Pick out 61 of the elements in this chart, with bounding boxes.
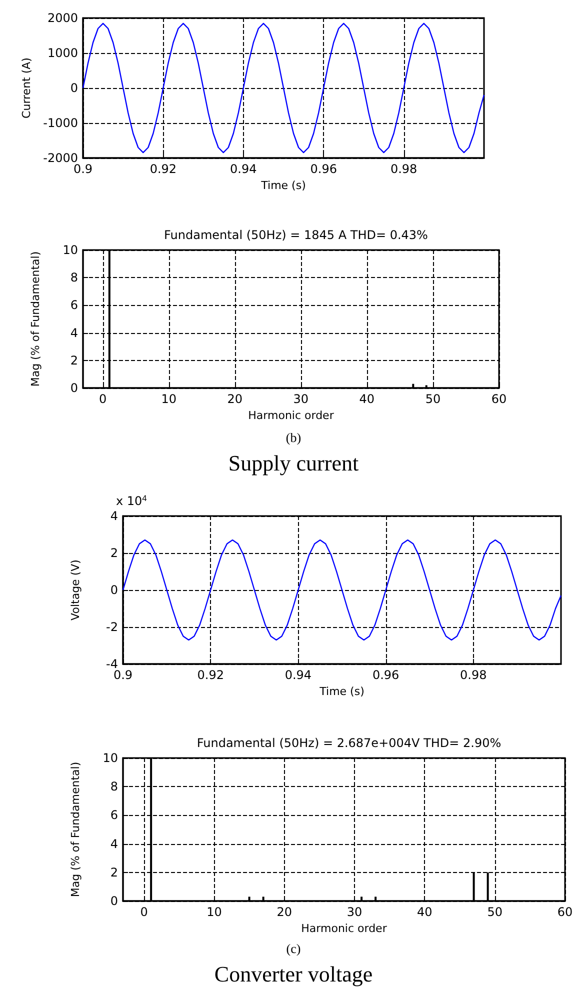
text: (b) (286, 430, 302, 445)
y-tick-label: 2 (110, 865, 118, 880)
y-tick-label: 4 (110, 509, 118, 523)
y-tick-label: 6 (70, 298, 78, 312)
y-tick-label: 2000 (47, 11, 78, 25)
y-tick-label: 4 (110, 836, 118, 851)
x-tick-label: 0.92 (197, 668, 224, 682)
y-tick-label: 10 (62, 243, 78, 257)
y-tick-label: 1000 (47, 46, 78, 60)
y-tick-label: 8 (70, 270, 78, 285)
x-tick-label: 0.9 (73, 162, 93, 176)
line-series (122, 539, 562, 641)
x-tick-label: 0.94 (284, 668, 312, 682)
x-tick-label: 60 (557, 905, 573, 919)
x-tick-label: 0.98 (460, 668, 487, 682)
x-tick-label: 0.92 (150, 162, 177, 176)
x-tick-label: 30 (293, 392, 309, 406)
x-tick-label: 0.94 (230, 162, 257, 176)
x-tick-label: 0.9 (113, 668, 133, 682)
x-tick-label: 30 (346, 905, 362, 919)
x-tick-label: 0.96 (372, 668, 400, 682)
x-tick-label: 50 (487, 905, 502, 919)
y-tick-label: 0 (110, 583, 118, 597)
x-tick-label: 10 (206, 905, 222, 919)
x-tick-label: 40 (359, 392, 375, 406)
chart-title: Fundamental (50Hz) = 2.687e+004V THD= 2.90% (196, 736, 502, 750)
y-tick-label: -2 (106, 620, 118, 634)
y-axis-title: Current (A) (20, 58, 34, 118)
y-axis-title: Voltage (V) (69, 560, 82, 620)
y-tick-label: 0 (70, 81, 78, 95)
x-tick-label: 20 (227, 392, 243, 406)
x-tick-label: 0.98 (390, 162, 418, 176)
x-tick-label: 0.96 (310, 162, 337, 176)
text: Converter voltage (214, 962, 373, 986)
y-tick-label: 0 (70, 381, 78, 395)
y-tick-label: -1000 (43, 116, 78, 130)
text: Supply current (228, 450, 359, 476)
chart-title: Fundamental (50Hz) = 1845 A THD= 0.43% (164, 228, 428, 242)
y-tick-label: 4 (70, 326, 78, 340)
x-tick-label: 10 (161, 392, 176, 406)
x-tick-label: 40 (417, 905, 432, 919)
y-tick-label: 6 (110, 808, 118, 822)
x-axis-title: Harmonic order (248, 409, 334, 422)
y-tick-label: 8 (110, 780, 118, 794)
x-tick-label: 50 (425, 392, 441, 406)
y-tick-label: 2 (110, 546, 118, 560)
y-tick-label: 2 (70, 353, 78, 368)
line-series (82, 22, 485, 154)
y-tick-label: -2000 (43, 151, 78, 165)
x-axis-title: Time (s) (260, 179, 306, 192)
y-tick-label: 10 (102, 751, 118, 765)
y-tick-label: -4 (106, 657, 118, 671)
x-tick-label: 0 (140, 905, 148, 919)
text: (c) (286, 941, 301, 956)
y-axis-title: Mag (% of Fundamental) (69, 762, 82, 898)
x-axis-title: Harmonic order (301, 922, 388, 935)
y-tick-label: 0 (110, 894, 118, 908)
x-tick-label: 60 (491, 392, 507, 406)
y-axis-title: Mag (% of Fundamental) (29, 251, 42, 387)
x-tick-label: 20 (276, 905, 292, 919)
x-axis-title: Time (s) (318, 685, 364, 698)
